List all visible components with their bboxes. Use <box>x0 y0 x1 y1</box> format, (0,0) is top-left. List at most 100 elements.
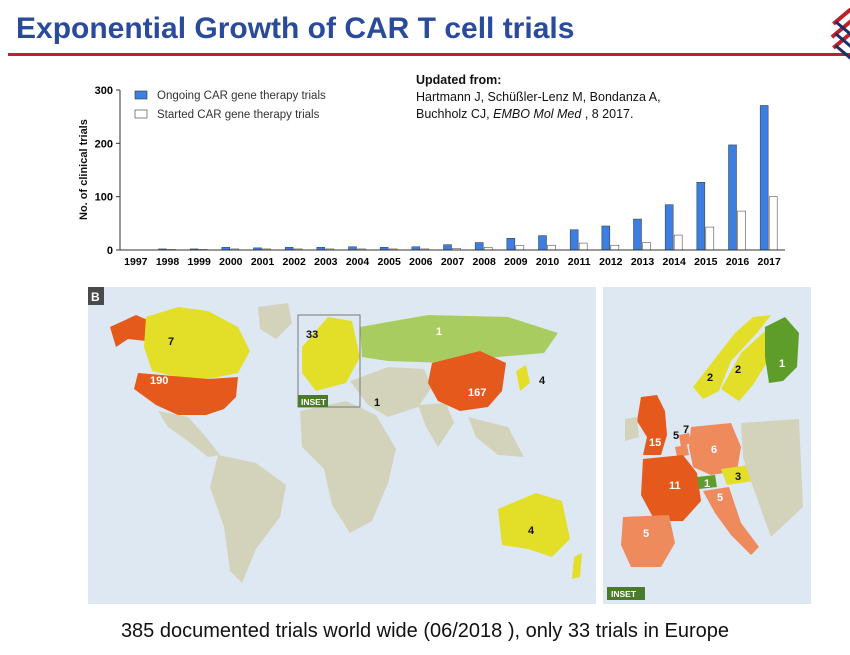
russia-shape <box>360 315 558 363</box>
china-shape <box>428 351 506 411</box>
eu-inset-label-box <box>607 587 645 600</box>
x-tick-label: 2012 <box>599 256 623 268</box>
x-tick-label: 2013 <box>631 256 655 268</box>
trials-bar-chart: No. of clinical trials 0 100 200 300 1997 19… <box>78 85 785 268</box>
inset-label-box <box>298 395 328 407</box>
india-shape <box>418 403 454 447</box>
x-tick-label: 2007 <box>441 256 465 268</box>
count-europe: 33 <box>306 329 318 341</box>
europe-inset-frame <box>297 314 361 408</box>
y-tick-label: 200 <box>95 138 113 150</box>
x-tick-label: 2006 <box>409 256 433 268</box>
bar-ongoing-2015 <box>696 182 706 251</box>
europe-shape <box>302 317 360 391</box>
count-switzerland: 1 <box>704 478 710 490</box>
count-spain: 5 <box>643 528 649 540</box>
x-tick-label: 1997 <box>124 256 148 268</box>
sweden-shape <box>721 331 769 401</box>
bar-ongoing-2017 <box>759 105 769 251</box>
count-czechia: 3 <box>735 471 741 483</box>
x-tick-label: 2004 <box>346 256 370 268</box>
spain-shape <box>621 515 675 567</box>
europe-map: INSET 1 2 2 15 5 7 6 11 1 3 5 5 <box>603 287 811 604</box>
mexico-central-america-shape <box>158 411 220 457</box>
italy-shape <box>703 487 759 555</box>
bar-ongoing-2013 <box>633 218 642 251</box>
y-tick-label: 100 <box>95 192 113 204</box>
uk-shape <box>637 395 667 455</box>
south-america-shape <box>210 455 286 583</box>
reference-line-2: Buchholz CJ, EMBO Mol Med , 8 2017. <box>416 106 661 123</box>
count-japan: 4 <box>539 375 546 387</box>
count-france: 11 <box>669 480 681 492</box>
y-tick-label: 300 <box>95 85 113 97</box>
bar-started-2013 <box>642 242 651 251</box>
count-australia: 4 <box>528 525 535 537</box>
reference-line-1: Hartmann J, Schüßler-Lenz M, Bondanza A, <box>416 90 661 104</box>
y-axis-ticks: 0 100 200 300 <box>95 85 120 257</box>
belgium-shape <box>675 445 689 457</box>
legend-label-ongoing: Ongoing CAR gene therapy trials <box>157 90 326 102</box>
bars <box>158 105 778 251</box>
count-belgium: 7 <box>683 424 689 436</box>
x-axis-ticks: 1997 1998 1999 2000 2001 2002 2003 2004 2005 2006… <box>124 256 781 268</box>
count-germany: 6 <box>711 444 717 456</box>
bar-started-2016 <box>737 210 746 251</box>
new-zealand-shape <box>572 553 582 579</box>
germany-shape <box>689 423 741 475</box>
legend-label-started: Started CAR gene therapy trials <box>157 109 320 121</box>
panel-label-box <box>88 287 104 305</box>
bar-started-2014 <box>673 234 683 251</box>
world-map: B INSET 7 190 33 1 167 4 1 4 <box>88 287 596 604</box>
bar-ongoing-2014 <box>664 204 674 251</box>
x-tick-label: 2010 <box>536 256 560 268</box>
greenland-shape <box>258 303 292 339</box>
eastern-europe-shape <box>741 419 803 537</box>
reference-authors: Buchholz CJ, <box>416 107 494 121</box>
bar-started-2017 <box>768 196 778 251</box>
bar-started-2009 <box>515 245 525 251</box>
x-tick-label: 2002 <box>282 256 306 268</box>
y-axis-label: No. of clinical trials <box>78 119 90 220</box>
bar-ongoing-2012 <box>601 225 611 251</box>
africa-shape <box>300 401 396 533</box>
count-uk: 15 <box>649 437 661 449</box>
bar-ongoing-2007 <box>443 244 452 251</box>
norway-shape <box>693 315 771 399</box>
count-china: 167 <box>468 387 486 399</box>
x-tick-label: 2015 <box>694 256 718 268</box>
x-tick-label: 2008 <box>472 256 496 268</box>
x-tick-label: 2017 <box>757 256 781 268</box>
reference-note: Updated from: Hartmann J, Schüßler-Lenz … <box>416 72 661 123</box>
x-tick-label: 2009 <box>504 256 528 268</box>
bar-started-2010 <box>547 244 556 251</box>
x-tick-label: 2016 <box>726 256 750 268</box>
x-tick-label: 2003 <box>314 256 338 268</box>
bar-started-2011 <box>578 242 588 251</box>
bar-ongoing-2016 <box>728 144 737 251</box>
panel-label: B <box>91 290 100 304</box>
bar-ongoing-2009 <box>506 238 516 251</box>
legend-swatch-ongoing <box>134 90 148 100</box>
france-shape <box>641 455 701 521</box>
reference-date: , 8 2017. <box>581 107 634 121</box>
bar-started-2012 <box>610 244 620 251</box>
title-underline <box>8 53 850 56</box>
count-usa: 190 <box>150 375 168 387</box>
canada-shape <box>144 307 250 379</box>
y-tick-label: 0 <box>107 245 113 257</box>
bar-ongoing-2008 <box>474 242 484 251</box>
slide-title: Exponential Growth of CAR T cell trials <box>16 12 575 45</box>
count-israel: 1 <box>374 397 380 409</box>
usa-shape <box>134 373 238 415</box>
x-tick-label: 1999 <box>187 256 211 268</box>
count-netherlands: 5 <box>673 430 679 442</box>
count-finland: 1 <box>779 358 785 370</box>
switzerland-shape <box>697 475 717 489</box>
count-italy: 5 <box>717 492 723 504</box>
bar-started-2015 <box>705 226 715 251</box>
x-tick-label: 2011 <box>568 256 591 268</box>
se-asia-shape <box>468 417 524 457</box>
x-tick-label: 2005 <box>377 256 401 268</box>
institution-logo-icon <box>830 8 850 60</box>
